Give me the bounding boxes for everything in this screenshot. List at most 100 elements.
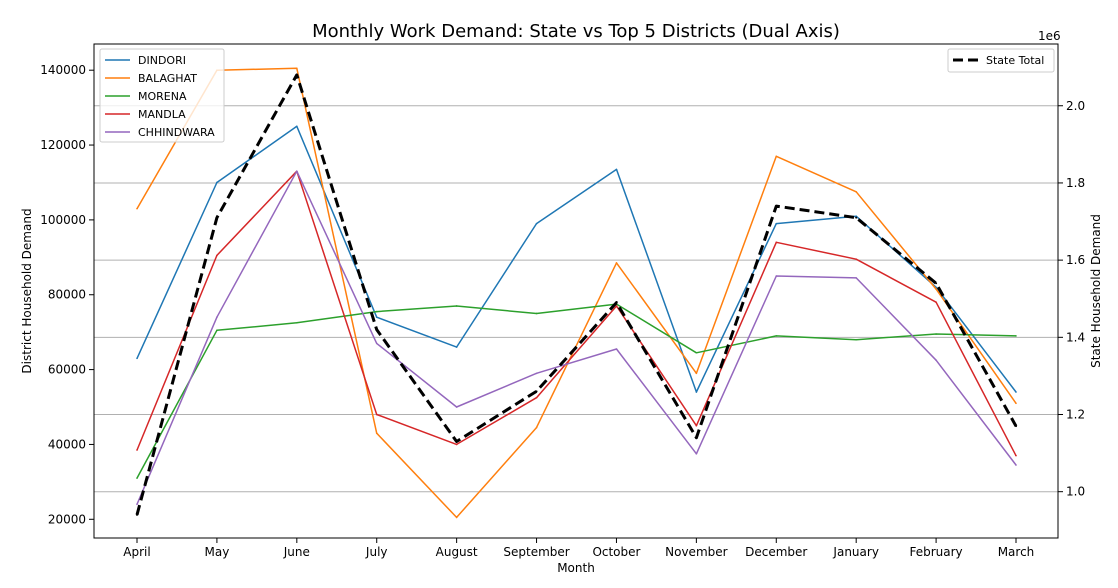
data-point-state-total	[136, 513, 138, 516]
y-axis-left-label: District Household Demand	[20, 208, 34, 373]
data-point-morena	[775, 335, 778, 337]
data-point-dindori	[296, 125, 298, 128]
data-point-dindori	[775, 222, 778, 225]
y-right-tick-label: 1.0	[1066, 485, 1085, 499]
data-point-mandla	[216, 254, 218, 257]
data-point-dindori	[136, 357, 138, 360]
data-point-state-total	[695, 436, 698, 439]
legend-label-balaghat: BALAGHAT	[138, 72, 197, 85]
data-point-morena	[375, 310, 378, 313]
y-left-tick-label: 20000	[48, 512, 86, 526]
data-point-dindori	[375, 316, 378, 318]
data-point-dindori	[615, 168, 618, 171]
series-layer	[135, 67, 1018, 519]
legend-label-state-total: State Total	[986, 54, 1044, 67]
x-tick-label: January	[832, 545, 879, 559]
x-tick-label: August	[436, 545, 478, 559]
series-line-chhindwara	[136, 170, 1017, 505]
y-right-tick-label: 1.2	[1066, 408, 1085, 422]
data-point-dindori	[455, 346, 458, 348]
data-point-morena	[296, 322, 298, 324]
data-point-morena	[535, 312, 538, 315]
data-point-chhindwara	[1015, 464, 1017, 466]
x-tick-label: May	[205, 545, 230, 559]
data-point-chhindwara	[775, 275, 778, 277]
data-point-balaghat	[375, 432, 378, 435]
y-axis-left-ticks: 20000 40000 60000 80000 100000 120000 140000	[40, 63, 94, 526]
legend-label-morena: MORENA	[138, 90, 187, 103]
x-axis-label: Month	[557, 561, 595, 575]
series-line-balaghat	[136, 67, 1017, 519]
data-point-mandla	[375, 413, 378, 416]
y-left-tick-label: 140000	[40, 63, 86, 77]
data-point-chhindwara	[216, 316, 218, 318]
data-point-dindori	[1015, 391, 1017, 393]
x-tick-label: June	[283, 545, 310, 559]
data-point-balaghat	[296, 67, 298, 70]
series-line-morena	[136, 303, 1017, 479]
legend-label-chhindwara: CHHINDWARA	[138, 126, 215, 139]
data-point-state-total	[215, 216, 218, 219]
x-tick-label: October	[592, 545, 640, 559]
data-point-state-total	[775, 205, 778, 208]
chart-title: Monthly Work Demand: State vs Top 5 Dist…	[312, 21, 840, 42]
y-left-tick-label: 60000	[48, 363, 86, 377]
data-point-state-total	[535, 390, 538, 393]
data-point-mandla	[455, 443, 458, 446]
legend-label-dindori: DINDORI	[138, 54, 186, 67]
x-tick-label: March	[998, 545, 1035, 559]
y-left-tick-label: 80000	[48, 288, 86, 302]
y-axis-right-label: State Household Demand	[1089, 214, 1103, 368]
data-point-chhindwara	[296, 170, 298, 173]
data-point-chhindwara	[695, 452, 698, 455]
data-point-mandla	[935, 301, 937, 304]
data-point-chhindwara	[935, 359, 937, 362]
x-tick-label: September	[503, 545, 569, 559]
legend-districts: DINDORI BALAGHAT MORENA MANDLA CHHINDWARA	[99, 48, 225, 143]
data-point-balaghat	[855, 191, 857, 193]
x-axis-ticks: April May June July August September October No…	[123, 538, 1034, 559]
y-axis-right-ticks: 1.0 1.2 1.4 1.6 1.8 2.0	[1058, 99, 1085, 499]
data-point-state-total	[375, 328, 378, 331]
y-right-tick-label: 1.6	[1066, 253, 1085, 267]
x-tick-label: July	[365, 545, 388, 559]
y-right-tick-label: 1.4	[1066, 330, 1085, 344]
data-point-balaghat	[775, 155, 778, 158]
plot-frame	[93, 43, 1059, 539]
data-point-dindori	[535, 222, 538, 225]
data-point-morena	[935, 333, 937, 335]
series-line-mandla	[136, 170, 1017, 457]
data-point-chhindwara	[535, 372, 538, 375]
data-point-state-total	[295, 73, 298, 76]
x-tick-label: December	[745, 545, 807, 559]
y-left-tick-label: 40000	[48, 437, 86, 451]
data-point-state-total	[455, 440, 458, 443]
data-point-mandla	[1015, 454, 1017, 457]
data-point-balaghat	[1015, 402, 1017, 405]
data-point-state-total	[1015, 425, 1017, 428]
data-point-morena	[855, 338, 857, 341]
x-tick-label: April	[123, 545, 150, 559]
x-tick-label: November	[665, 545, 727, 559]
data-point-mandla	[136, 449, 138, 451]
data-point-morena	[1015, 335, 1017, 337]
data-point-dindori	[855, 215, 857, 217]
data-point-state-total	[615, 301, 618, 304]
data-point-mandla	[695, 424, 698, 427]
legend-label-mandla: MANDLA	[138, 108, 186, 121]
data-point-balaghat	[935, 288, 937, 290]
y-left-tick-label: 120000	[40, 138, 86, 152]
data-point-morena	[455, 305, 458, 307]
data-point-mandla	[615, 305, 618, 307]
data-point-morena	[216, 329, 218, 332]
data-point-chhindwara	[455, 406, 458, 408]
gridlines	[94, 105, 1058, 493]
data-point-chhindwara	[136, 503, 138, 506]
data-point-chhindwara	[855, 277, 857, 279]
y-right-tick-label: 1.8	[1066, 176, 1085, 190]
data-point-mandla	[775, 241, 778, 244]
data-point-morena	[695, 351, 698, 354]
data-point-chhindwara	[375, 342, 378, 345]
series-line-state-total	[135, 73, 1018, 516]
